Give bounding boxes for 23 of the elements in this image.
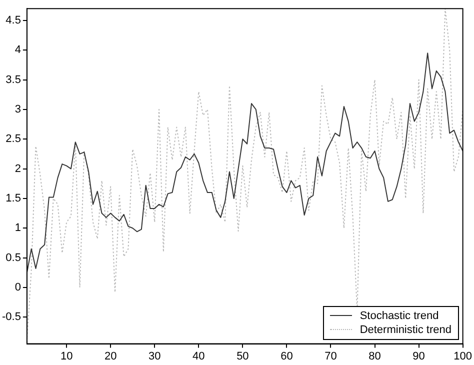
- x-tick-label: 30: [148, 350, 161, 362]
- legend-label: Stochastic trend: [360, 308, 439, 323]
- y-tick-label: 0.5: [6, 252, 21, 264]
- y-tick-label: 4.5: [6, 14, 21, 26]
- x-tick-label: 70: [324, 350, 337, 362]
- y-tick-label: 3: [14, 103, 21, 116]
- y-tick-label: 2: [14, 162, 21, 175]
- y-tick-label: 4: [14, 44, 21, 56]
- y-tick-label: 0: [14, 281, 21, 294]
- x-tick-label: 40: [192, 350, 205, 362]
- legend-label: Deterministic trend: [360, 322, 452, 337]
- x-tick-label: 50: [236, 350, 249, 362]
- x-tick-label: 80: [368, 350, 381, 362]
- x-tick-label: 20: [104, 350, 117, 362]
- y-tick-label: 1.5: [6, 192, 21, 204]
- y-tick-label: 1: [14, 222, 21, 234]
- x-tick-label: 90: [412, 350, 425, 362]
- y-tick-label: 3.5: [6, 74, 21, 86]
- y-tick-label: -0.5: [2, 311, 21, 324]
- y-tick-label: 2.5: [6, 133, 21, 146]
- x-tick-label: 10: [60, 350, 73, 362]
- x-tick-label: 60: [280, 350, 293, 362]
- x-tick-label: 100: [454, 350, 472, 362]
